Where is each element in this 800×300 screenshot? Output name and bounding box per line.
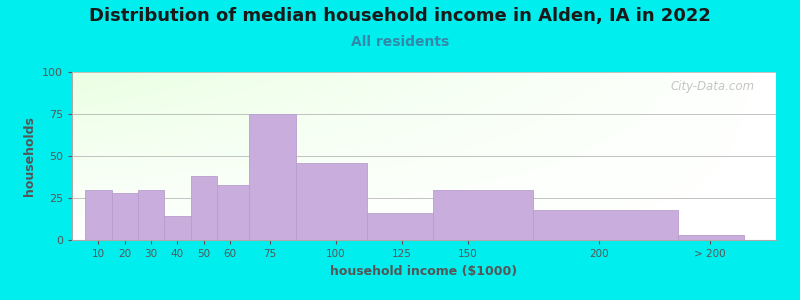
- Bar: [138, 190, 164, 240]
- Text: Distribution of median household income in Alden, IA in 2022: Distribution of median household income …: [89, 8, 711, 26]
- Bar: [111, 193, 138, 240]
- Bar: [217, 184, 249, 240]
- Bar: [190, 176, 217, 240]
- Bar: [367, 213, 434, 240]
- Bar: [296, 163, 367, 240]
- Bar: [249, 114, 296, 240]
- Bar: [678, 235, 744, 240]
- Bar: [85, 190, 111, 240]
- Bar: [534, 210, 678, 240]
- Bar: [434, 190, 534, 240]
- Text: City-Data.com: City-Data.com: [670, 80, 755, 93]
- Bar: [164, 217, 190, 240]
- Y-axis label: households: households: [23, 116, 37, 196]
- X-axis label: household income ($1000): household income ($1000): [330, 265, 518, 278]
- Text: All residents: All residents: [351, 34, 449, 49]
